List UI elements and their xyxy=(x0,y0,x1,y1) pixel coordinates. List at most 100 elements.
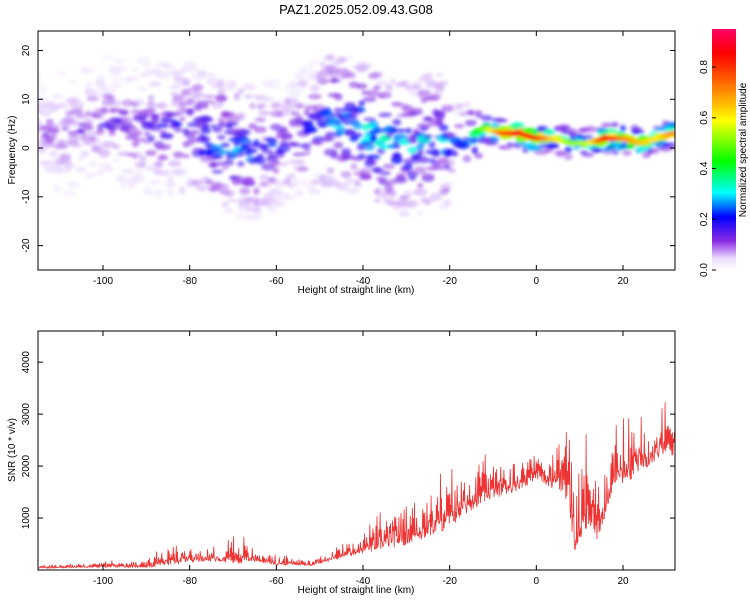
spectrogram-cell xyxy=(145,108,157,113)
spectrogram-cell xyxy=(243,94,254,99)
spectrogram-cell xyxy=(357,153,367,160)
spectrogram-cell xyxy=(383,163,395,169)
spectrogram-cell xyxy=(261,97,275,102)
spectrogram-cell xyxy=(267,153,277,159)
spectrogram-cell xyxy=(378,112,392,118)
spectrogram-cell xyxy=(369,160,378,166)
spectrogram-cell xyxy=(148,81,162,87)
spectrogram-cell xyxy=(217,134,226,140)
spectrogram-cell xyxy=(452,108,459,116)
spectrogram-cell xyxy=(47,128,60,134)
spectrogram-cell xyxy=(51,93,64,100)
spectrogram-cell xyxy=(429,92,442,98)
spectrogram-cell xyxy=(55,71,67,77)
spectrogram-cell xyxy=(77,156,85,162)
snr-x-tick-label: -60 xyxy=(269,576,284,587)
spectrogram-cell xyxy=(39,109,52,117)
spectrogram-cell xyxy=(392,153,402,158)
spectrogram-cell xyxy=(622,149,632,156)
spectrogram-cell xyxy=(427,158,437,163)
snr-x-tick-label: -40 xyxy=(356,576,371,587)
spectrogram-cell xyxy=(75,114,87,119)
spectrogram-cell xyxy=(156,74,169,80)
spectrogram-y-tick-label: 0 xyxy=(21,145,32,151)
spectrogram-cell xyxy=(413,188,428,196)
spectrogram-cell xyxy=(100,85,109,91)
spectrogram-cell xyxy=(576,134,584,139)
spectrogram-cell xyxy=(353,132,363,139)
spectrogram-cell xyxy=(428,140,436,149)
spectrogram-cell xyxy=(454,124,465,129)
spectrogram-cell xyxy=(362,96,377,103)
spectrogram-cell xyxy=(138,86,149,92)
spectrogram-cell xyxy=(270,102,282,109)
spectrogram-cell xyxy=(167,160,182,167)
spectrogram-cell xyxy=(110,82,122,89)
spectrogram-cell xyxy=(249,102,256,110)
spectrogram-cell xyxy=(108,130,116,137)
spectrogram-cell xyxy=(404,190,413,198)
spectrogram-cell xyxy=(210,154,224,159)
spectrogram-cell xyxy=(611,121,619,128)
spectrogram-cell xyxy=(273,179,286,188)
spectrogram-cell xyxy=(282,133,293,140)
spectrogram-cell xyxy=(218,79,225,87)
spectrogram-cell xyxy=(88,172,97,177)
spectrogram-cell xyxy=(273,201,287,207)
snr-y-tick-label: 4000 xyxy=(21,351,32,374)
spectrogram-cell xyxy=(356,83,368,90)
spectrogram-cell xyxy=(229,80,237,88)
spectrogram-cell xyxy=(202,72,217,78)
spectrogram-cell xyxy=(148,190,155,197)
spectrogram-cell xyxy=(408,200,416,206)
figure-title: PAZ1.2025.052.09.43.G08 xyxy=(279,2,433,17)
spectrogram-cell xyxy=(77,101,84,107)
spectrogram-cell xyxy=(154,160,164,168)
spectrogram-cell xyxy=(319,110,334,118)
spectrogram-cell xyxy=(292,159,306,164)
spectrogram-cell xyxy=(463,101,471,108)
spectrogram-cell xyxy=(205,117,214,122)
colorbar-ticks: 0.0 0.2 0.4 0.6 0.8 xyxy=(699,60,716,277)
spectrogram-cell xyxy=(158,129,167,135)
spectrogram-cell xyxy=(308,93,322,100)
spectrogram-cell xyxy=(334,120,342,127)
spectrogram-cell xyxy=(182,80,190,86)
spectrogram-cell xyxy=(99,107,110,114)
spectrogram-cell xyxy=(224,207,234,214)
spectrogram-cell xyxy=(390,156,403,165)
spectrogram-cell xyxy=(438,124,449,132)
spectrogram-cell xyxy=(272,78,280,82)
spectrogram-frame xyxy=(37,30,676,271)
spectrogram-cell xyxy=(44,163,56,171)
spectrogram-cell xyxy=(272,167,280,174)
spectrogram-cell xyxy=(294,189,304,197)
spectrogram-cell xyxy=(97,169,104,176)
colorbar: 0.0 0.2 0.4 0.6 0.8 Normalized spectral ampl… xyxy=(699,29,749,277)
spectrogram-cell xyxy=(352,122,363,130)
spectrogram-cell xyxy=(221,183,230,192)
spectrogram-cell xyxy=(191,91,205,98)
spectrogram-cell xyxy=(605,128,618,134)
spectrogram-cell xyxy=(62,190,76,198)
spectrogram-cell xyxy=(327,78,342,83)
spectrogram-cell xyxy=(241,179,256,187)
spectrogram-cell xyxy=(392,118,402,126)
spectrogram-cell xyxy=(279,140,288,148)
spectrogram-cell xyxy=(96,114,105,120)
spectrogram-cell xyxy=(298,178,308,187)
spectrogram-cell xyxy=(344,128,356,137)
spectrogram-cell xyxy=(440,104,455,110)
snr-series-line xyxy=(38,402,675,570)
spectrogram-cell xyxy=(38,79,42,86)
spectrogram-cell xyxy=(326,167,335,174)
spectrogram-cell xyxy=(155,193,163,200)
spectrogram-cell xyxy=(511,122,525,130)
spectrogram-cell xyxy=(421,172,435,180)
spectrogram-cell xyxy=(236,161,245,167)
spectrogram-cell xyxy=(166,189,175,197)
spectrogram-cell xyxy=(147,94,155,102)
spectrogram-cell xyxy=(297,70,310,76)
spectrogram-cell xyxy=(404,85,413,90)
spectrogram-x-axis-label: Height of straight line (km) xyxy=(298,285,415,296)
